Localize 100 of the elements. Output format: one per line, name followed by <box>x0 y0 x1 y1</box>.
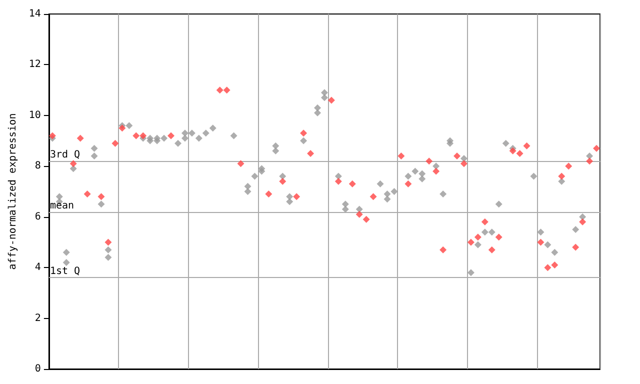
y-tick-label: 12 <box>28 59 41 70</box>
point <box>209 124 216 132</box>
point <box>90 144 98 152</box>
point <box>300 137 308 144</box>
point <box>188 130 196 137</box>
point <box>76 134 84 142</box>
point <box>286 198 294 206</box>
point <box>474 241 482 248</box>
point <box>551 262 558 269</box>
point <box>446 140 454 147</box>
point <box>279 178 286 185</box>
point <box>202 130 210 137</box>
point <box>432 168 440 175</box>
point <box>460 160 468 168</box>
point <box>390 188 398 195</box>
point <box>56 193 63 200</box>
point <box>132 132 140 140</box>
point <box>272 142 280 150</box>
point <box>104 238 112 246</box>
point <box>328 96 335 104</box>
point <box>174 140 182 147</box>
point <box>216 86 224 94</box>
point <box>544 241 552 248</box>
point <box>404 172 412 180</box>
y-tick-label: 14 <box>28 8 41 20</box>
point <box>181 130 188 137</box>
y-tick-label: 4 <box>34 262 41 274</box>
point <box>565 162 572 170</box>
point <box>474 234 482 241</box>
point <box>537 228 544 236</box>
point <box>70 160 77 168</box>
point <box>426 158 433 165</box>
point <box>502 140 510 147</box>
point <box>530 172 538 180</box>
ref-line-label: 1st Q <box>50 266 80 278</box>
point <box>384 190 391 198</box>
point <box>314 104 321 112</box>
point <box>440 190 447 198</box>
point <box>237 160 244 168</box>
point <box>572 244 580 251</box>
point <box>454 152 461 160</box>
point <box>412 168 419 175</box>
ref-line-label: 3rd Q <box>50 150 80 161</box>
point <box>488 246 496 254</box>
point <box>362 216 370 223</box>
point <box>404 180 412 188</box>
point <box>181 134 188 142</box>
y-tick-label: 8 <box>34 160 41 172</box>
point <box>90 152 98 160</box>
point <box>432 162 440 170</box>
point <box>551 248 558 256</box>
point <box>348 180 356 188</box>
point <box>293 193 300 200</box>
point <box>320 94 328 102</box>
point <box>558 178 566 185</box>
point <box>146 137 154 144</box>
point <box>62 259 70 266</box>
point <box>272 147 280 154</box>
point <box>495 200 502 208</box>
point <box>558 172 566 180</box>
point <box>593 144 600 152</box>
point <box>398 152 405 160</box>
point <box>586 152 594 160</box>
point <box>154 134 161 142</box>
point <box>376 180 384 188</box>
point <box>370 193 377 200</box>
point <box>265 190 272 198</box>
point <box>112 140 119 147</box>
point <box>104 254 112 261</box>
point <box>118 124 126 132</box>
point <box>230 132 238 140</box>
point <box>579 218 586 226</box>
point <box>48 132 56 140</box>
ref-line-label: mean <box>50 200 74 212</box>
point <box>223 86 230 94</box>
point <box>258 168 266 175</box>
point <box>98 193 105 200</box>
point <box>307 150 314 157</box>
point <box>481 228 488 236</box>
y-tick-label: 6 <box>34 211 41 222</box>
point <box>537 238 544 246</box>
point <box>334 178 342 185</box>
point <box>572 226 580 234</box>
point <box>244 182 252 190</box>
point <box>384 196 391 203</box>
point <box>418 170 426 178</box>
point <box>160 134 168 142</box>
y-tick-label: 2 <box>34 312 41 324</box>
point <box>495 234 502 241</box>
point <box>244 188 252 195</box>
point <box>104 246 112 254</box>
point <box>418 175 426 182</box>
point <box>586 158 594 165</box>
point <box>356 210 363 218</box>
point <box>70 165 77 172</box>
point <box>126 122 133 130</box>
point <box>62 248 70 256</box>
point <box>544 264 552 272</box>
point <box>98 200 105 208</box>
point <box>481 218 488 226</box>
